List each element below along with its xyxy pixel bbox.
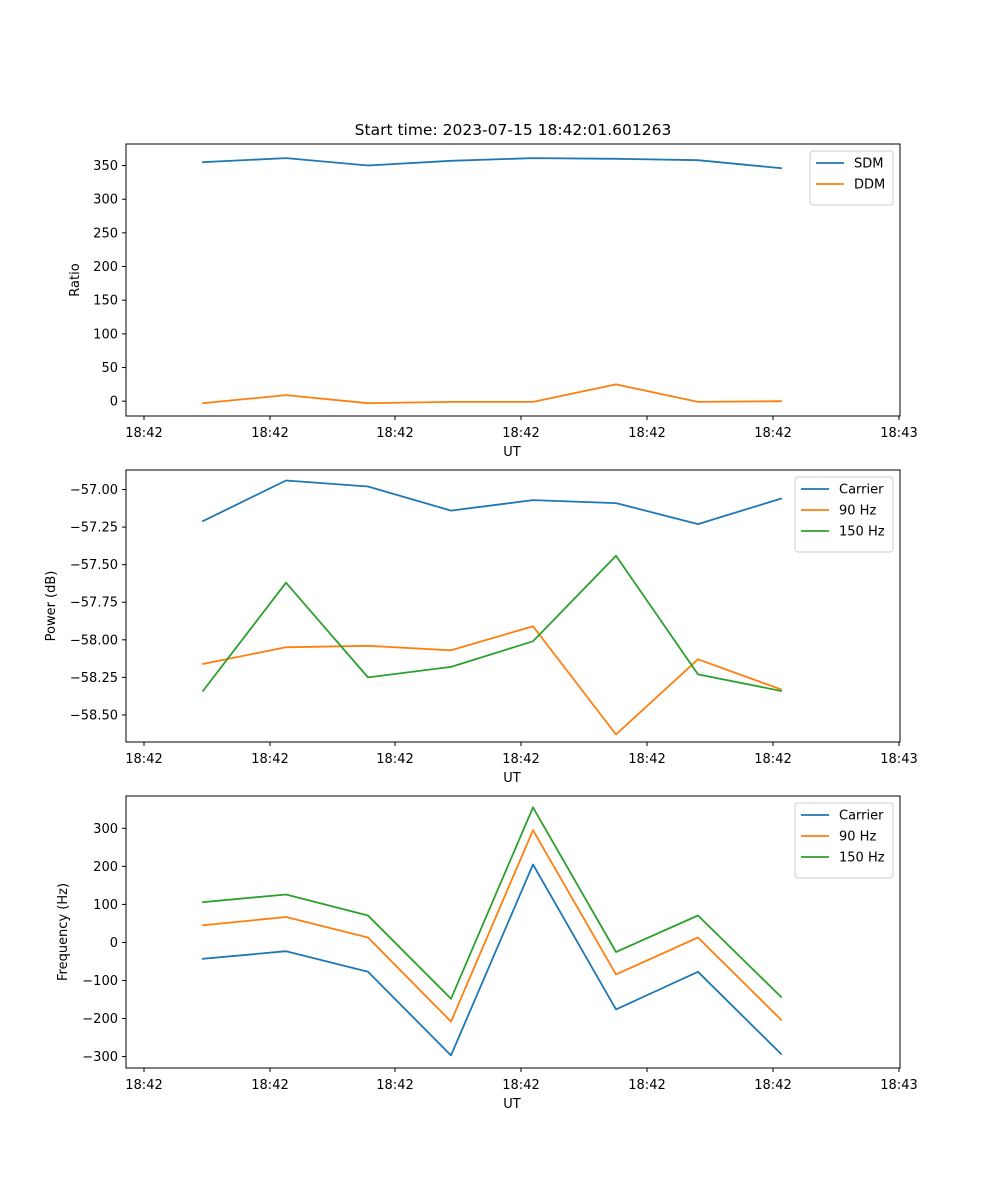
y-tick-label: 200	[93, 260, 118, 275]
series-line-150-hz	[201, 554, 783, 693]
legend	[794, 476, 894, 553]
series-line-90-hz	[201, 625, 783, 736]
y-tick-label: 0	[110, 395, 118, 410]
legend-label: Carrier	[839, 809, 884, 824]
legend-label: 90 Hz	[839, 830, 876, 845]
y-tick-label: 300	[93, 193, 118, 208]
x-tick-label: 18:43	[880, 426, 917, 441]
x-tick-label: 18:42	[628, 426, 665, 441]
legend-label: 90 Hz	[839, 504, 876, 519]
x-tick-label: 18:42	[502, 426, 539, 441]
series-line-carrier	[201, 479, 783, 525]
y-tick-label: −57.50	[70, 558, 118, 573]
x-tick-label: 18:42	[125, 426, 162, 441]
legend	[809, 150, 894, 206]
panel-power: UT Power (dB) −58.50 −58.25 −58.00 −57.75 −5…	[44, 469, 918, 786]
x-tick-label: 18:42	[754, 426, 791, 441]
plot-area-frame	[125, 795, 901, 1069]
y-tick-label: 100	[93, 898, 118, 913]
x-tick-label: 18:42	[502, 752, 539, 767]
y-tick-label: −300	[82, 1050, 118, 1065]
x-tick-label: 18:42	[125, 752, 162, 767]
y-tick-label: 300	[93, 822, 118, 837]
y-tick-label: −58.00	[70, 633, 118, 648]
chart-title: Start time: 2023-07-15 18:42:01.601263	[355, 121, 672, 139]
legend-label: DDM	[854, 178, 885, 193]
y-tick-label: 200	[93, 860, 118, 875]
legend-label: 150 Hz	[839, 851, 885, 866]
x-tick-label: 18:42	[251, 426, 288, 441]
y-tick-label: 350	[93, 159, 118, 174]
x-tick-label: 18:42	[754, 1078, 791, 1093]
x-tick-label: 18:42	[251, 752, 288, 767]
legend-label: Carrier	[839, 483, 884, 498]
series-line-90-hz	[202, 829, 783, 1023]
plot-area-frame	[125, 143, 901, 417]
series-line-150-hz	[202, 806, 783, 1000]
y-tick-label: 50	[101, 361, 118, 376]
y-tick-label: 250	[93, 226, 118, 241]
series-line-sdm	[202, 157, 782, 170]
x-tick-label: 18:42	[502, 1078, 539, 1093]
plot-area-frame	[125, 469, 901, 743]
y-axis-label: Frequency (Hz)	[56, 883, 71, 981]
legend	[794, 802, 894, 879]
x-tick-label: 18:42	[628, 1078, 665, 1093]
panel-ratio: Start time: 2023-07-15 18:42:01.601263 U…	[68, 121, 918, 460]
x-axis-label: UT	[503, 1097, 521, 1112]
y-tick-label: −58.25	[70, 671, 118, 686]
y-tick-label: 150	[93, 294, 118, 309]
x-tick-label: 18:42	[251, 1078, 288, 1093]
x-tick-label: 18:42	[376, 426, 413, 441]
y-axis-label: Ratio	[68, 263, 83, 296]
x-tick-label: 18:42	[376, 752, 413, 767]
x-tick-label: 18:42	[125, 1078, 162, 1093]
x-tick-label: 18:43	[880, 1078, 917, 1093]
x-axis-label: UT	[503, 445, 521, 460]
series-line-carrier	[202, 863, 783, 1057]
x-tick-label: 18:42	[376, 1078, 413, 1093]
panel-frequency: UT Frequency (Hz) −300 −200 −100 0 100 200 300…	[56, 795, 918, 1112]
legend-label: 150 Hz	[839, 525, 885, 540]
y-tick-label: 100	[93, 327, 118, 342]
legend-label: SDM	[854, 157, 883, 172]
y-tick-label: −100	[82, 974, 118, 989]
y-tick-label: −57.25	[70, 521, 118, 536]
y-tick-label: −57.00	[70, 483, 118, 498]
y-tick-label: −58.50	[70, 708, 118, 723]
x-axis-label: UT	[503, 771, 521, 786]
y-axis-label: Power (dB)	[44, 571, 59, 642]
y-tick-label: 0	[110, 936, 118, 951]
y-tick-label: −200	[82, 1012, 118, 1027]
x-tick-label: 18:42	[628, 752, 665, 767]
y-tick-label: −57.75	[70, 596, 118, 611]
x-tick-label: 18:42	[754, 752, 791, 767]
x-tick-label: 18:43	[880, 752, 917, 767]
series-line-ddm	[202, 383, 782, 405]
